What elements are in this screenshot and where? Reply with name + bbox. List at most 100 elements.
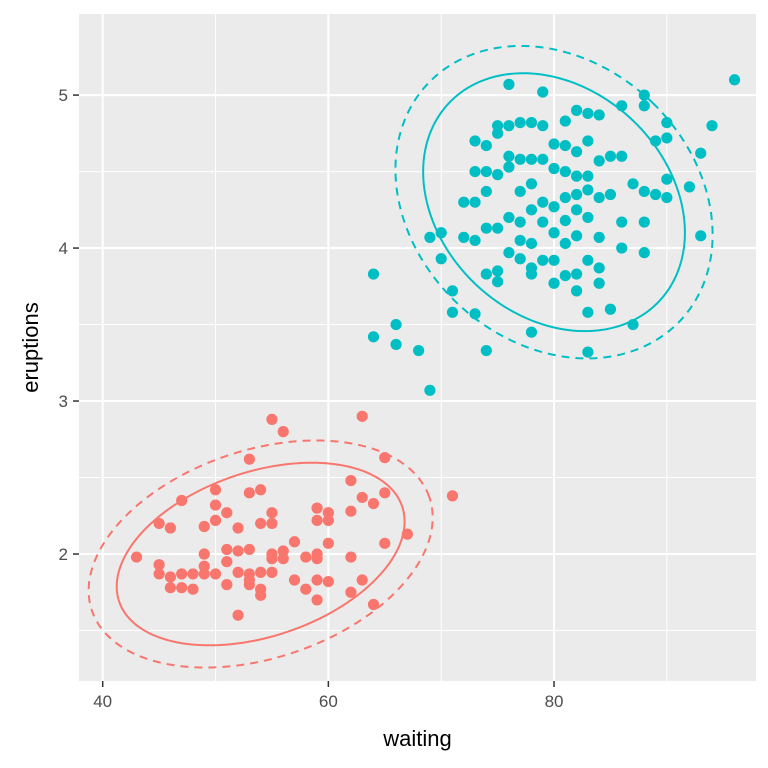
point-cluster2: [480, 185, 492, 198]
point-cluster1: [187, 583, 199, 595]
point-cluster1: [176, 494, 188, 507]
point-cluster2: [525, 326, 538, 338]
point-cluster2: [548, 138, 560, 150]
point-cluster2: [514, 117, 526, 129]
point-cluster2: [514, 234, 526, 247]
point-cluster1: [243, 487, 255, 499]
point-cluster2: [537, 254, 549, 266]
point-cluster2: [525, 204, 538, 216]
point-cluster1: [401, 528, 413, 540]
point-cluster2: [514, 185, 526, 198]
point-cluster2: [503, 161, 515, 173]
point-cluster1: [300, 551, 312, 563]
point-cluster2: [514, 153, 526, 165]
point-cluster2: [661, 173, 673, 185]
point-cluster2: [548, 277, 560, 289]
point-cluster2: [559, 139, 571, 152]
point-cluster2: [469, 196, 481, 208]
point-cluster2: [424, 384, 436, 396]
point-cluster1: [209, 514, 222, 526]
point-cluster2: [503, 247, 515, 259]
point-cluster1: [311, 514, 323, 526]
point-cluster2: [593, 155, 605, 167]
point-cluster1: [356, 574, 368, 586]
point-cluster2: [604, 188, 617, 201]
axis-ticks: [73, 94, 555, 687]
cluster2-solid-ellipse: [422, 72, 686, 333]
point-cluster2: [616, 150, 628, 162]
tick-labels: 40 60 80 2 3 4 5: [59, 86, 564, 711]
point-cluster2: [525, 153, 538, 165]
point-cluster2: [683, 181, 696, 193]
y-tick-label: 3: [59, 392, 68, 411]
point-cluster1: [243, 453, 255, 465]
point-cluster2: [661, 117, 673, 129]
point-cluster2: [480, 268, 492, 280]
point-cluster1: [288, 574, 301, 586]
point-cluster2: [458, 196, 470, 208]
point-cluster2: [593, 277, 605, 289]
point-cluster2: [559, 165, 571, 178]
point-cluster2: [570, 170, 583, 182]
point-cluster2: [367, 268, 380, 280]
point-cluster2: [367, 331, 380, 343]
point-cluster1: [164, 582, 176, 594]
point-cluster1: [311, 553, 323, 565]
x-tick-label: 60: [319, 692, 338, 711]
point-cluster2: [525, 178, 538, 190]
point-cluster2: [492, 276, 504, 288]
point-cluster1: [232, 545, 244, 557]
point-cluster1: [379, 537, 391, 549]
point-cluster2: [503, 150, 515, 162]
point-cluster2: [582, 254, 594, 266]
point-cluster2: [514, 253, 526, 265]
point-cluster1: [232, 522, 244, 534]
point-cluster1: [176, 582, 188, 594]
point-cluster1: [367, 598, 380, 611]
point-cluster2: [480, 344, 492, 357]
point-cluster1: [277, 426, 289, 438]
point-cluster1: [356, 491, 368, 504]
point-cluster1: [322, 537, 334, 549]
cluster1-solid-ellipse: [115, 461, 406, 647]
point-cluster2: [604, 150, 617, 162]
point-cluster2: [638, 216, 650, 228]
point-cluster2: [616, 242, 628, 254]
point-cluster2: [570, 146, 583, 158]
point-cluster2: [593, 191, 605, 204]
point-cluster2: [424, 231, 436, 243]
point-cluster1: [255, 566, 267, 578]
point-cluster2: [390, 338, 402, 351]
x-tick-label: 80: [545, 692, 564, 711]
point-cluster1: [345, 551, 357, 563]
point-cluster2: [706, 120, 718, 132]
point-cluster2: [570, 188, 583, 201]
point-cluster2: [582, 107, 594, 120]
point-cluster2: [503, 211, 515, 224]
point-cluster2: [548, 254, 560, 266]
point-cluster2: [582, 170, 594, 182]
point-cluster2: [390, 318, 402, 331]
point-cluster1: [164, 571, 176, 583]
point-cluster1: [345, 586, 357, 598]
point-cluster2: [537, 196, 549, 208]
point-cluster2: [593, 262, 605, 274]
point-cluster2: [582, 346, 594, 358]
point-cluster2: [492, 127, 504, 139]
point-cluster1: [266, 553, 278, 565]
point-cluster1: [322, 514, 334, 526]
x-tick-label: 40: [93, 692, 112, 711]
point-cluster1: [232, 566, 244, 578]
point-cluster1: [277, 553, 289, 565]
point-cluster2: [469, 165, 481, 178]
point-cluster1: [356, 410, 368, 422]
point-cluster2: [570, 104, 583, 116]
point-cluster2: [503, 78, 515, 90]
point-cluster1: [221, 543, 233, 556]
point-cluster1: [209, 568, 222, 580]
point-cluster1: [311, 502, 323, 514]
point-cluster2: [537, 86, 549, 98]
cluster2-dashed-ellipse: [394, 44, 714, 360]
point-cluster1: [255, 484, 267, 496]
point-cluster2: [548, 227, 560, 239]
